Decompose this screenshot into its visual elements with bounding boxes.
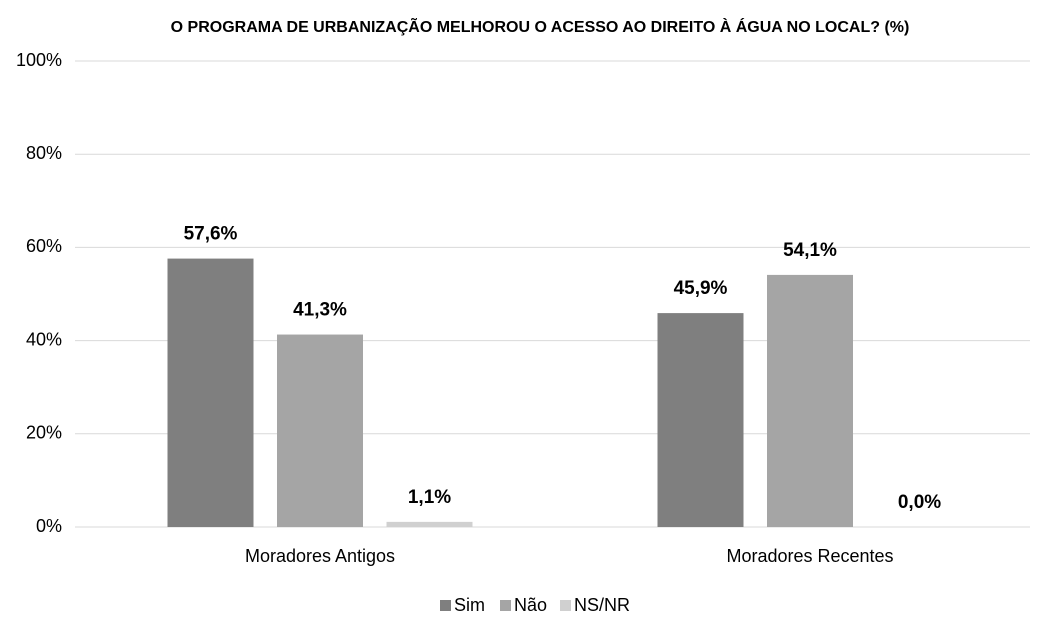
value-label: 0,0% [898,492,941,513]
bar [767,274,853,527]
value-label: 54,1% [783,240,837,261]
x-tick-label: Moradores Recentes [726,546,893,566]
value-label: 57,6% [184,224,238,245]
value-label: 41,3% [293,300,347,321]
y-tick-label: 60% [26,236,62,256]
legend-label: Não [514,595,547,615]
legend-swatch [560,600,571,611]
legend-label: Sim [454,595,485,615]
x-tick-label: Moradores Antigos [245,546,395,566]
y-tick-label: 80% [26,143,62,163]
legend-swatch [440,600,451,611]
bar [386,521,473,527]
legend-swatch [500,600,511,611]
y-tick-label: 100% [16,50,62,70]
y-tick-label: 20% [26,423,62,443]
bar [657,313,744,527]
value-label: 45,9% [674,278,728,299]
chart-title: O PROGRAMA DE URBANIZAÇÃO MELHOROU O ACE… [171,16,910,36]
legend-label: NS/NR [574,595,630,615]
bar [167,258,254,527]
value-label: 1,1% [408,487,451,508]
bar [277,334,363,527]
y-tick-label: 40% [26,329,62,349]
y-tick-label: 0% [36,516,62,536]
